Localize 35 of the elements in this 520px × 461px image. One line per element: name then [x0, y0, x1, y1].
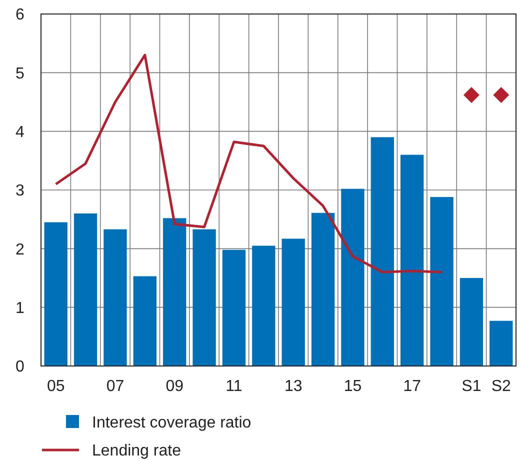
bar	[430, 197, 454, 366]
y-tick-label: 3	[16, 182, 25, 200]
bar	[460, 278, 484, 366]
x-tick-label: 15	[344, 378, 362, 395]
bar	[341, 188, 364, 366]
x-tick-label: 07	[106, 378, 124, 395]
x-tick-label: 17	[403, 378, 422, 395]
bar	[282, 238, 305, 366]
bar	[163, 218, 186, 366]
bar	[104, 229, 127, 366]
bar	[44, 222, 68, 366]
y-tick-label: 0	[16, 358, 25, 376]
bar	[222, 250, 246, 366]
y-tick-label: 2	[16, 241, 25, 258]
y-tick-label: 4	[16, 124, 25, 141]
legend-label: Lending rate	[92, 442, 182, 460]
legend-label: Interest coverage ratio	[92, 414, 252, 432]
x-tick-label: S2	[491, 378, 512, 395]
x-tick-label: 05	[46, 378, 65, 395]
x-tick-label: 09	[166, 378, 184, 395]
x-tick-label: 11	[226, 378, 242, 395]
x-tick-label: S1	[462, 378, 482, 395]
bar	[311, 212, 335, 366]
x-tick-label: 13	[284, 378, 302, 395]
y-tick-label: 6	[16, 6, 25, 24]
bar	[192, 229, 216, 366]
line-series	[54, 54, 444, 274]
y-tick-label: 5	[16, 65, 25, 82]
bar	[74, 213, 98, 366]
bar	[400, 154, 424, 366]
y-tick-label: 1	[16, 300, 25, 317]
bar	[133, 276, 156, 366]
bar	[252, 246, 276, 366]
bar	[490, 320, 513, 366]
bar	[370, 137, 394, 366]
